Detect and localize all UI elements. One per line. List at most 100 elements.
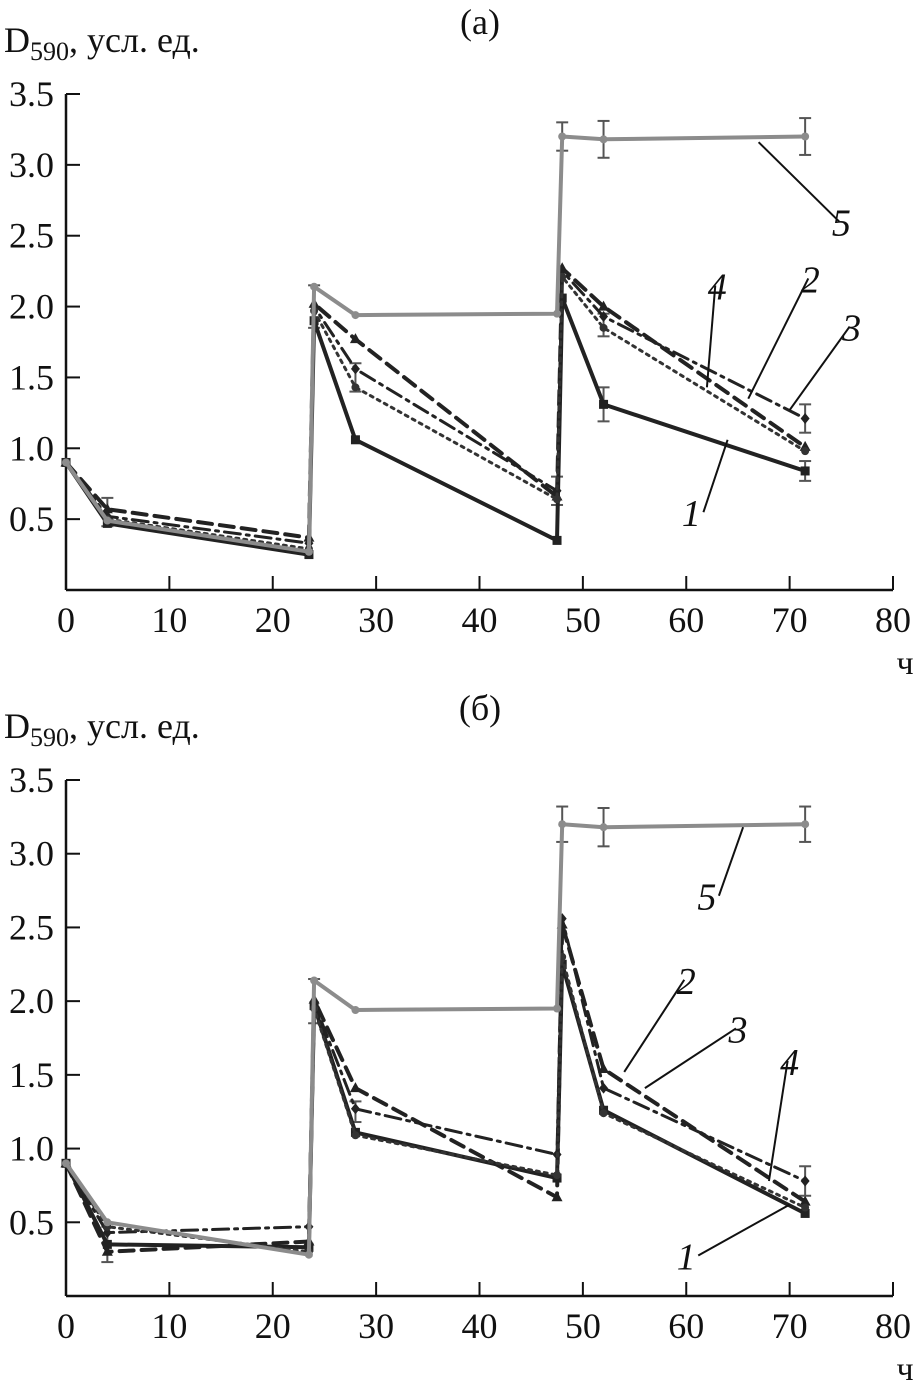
series-label-5: 5 (697, 877, 716, 919)
y-tick-label: 1.0 (9, 428, 54, 468)
series-label-1: 1 (677, 1236, 696, 1278)
y-tick-label: 1.5 (9, 357, 54, 397)
data-point (598, 300, 610, 311)
label-leader-line (702, 439, 729, 513)
x-axis-unit-label: ч (896, 645, 913, 682)
data-point (102, 1239, 112, 1249)
x-tick-label: 30 (358, 600, 394, 640)
data-point (103, 516, 112, 525)
label-leader-line (644, 1027, 737, 1089)
x-tick-label: 10 (151, 1306, 187, 1346)
data-point (349, 1082, 361, 1093)
data-point (800, 413, 810, 425)
y-tick-label: 2.5 (9, 907, 54, 947)
series-line-1 (64, 962, 808, 1250)
x-axis-unit-label: ч (896, 1351, 913, 1388)
data-point (103, 1218, 112, 1227)
label-leader-line (705, 285, 717, 388)
y-axis-label: D590, усл. ед. (4, 20, 200, 66)
series-label-3: 3 (841, 308, 861, 350)
chart-panel-a: (а) D590, усл. ед. 0 10 20 30 40 50 60 70 80 ч 0.5 1.… (4, 2, 914, 682)
panel-label: (б) (459, 688, 501, 728)
label-leader-line (767, 1060, 789, 1182)
y-tick-label: 3.5 (9, 760, 54, 800)
data-point (350, 363, 360, 375)
data-point (351, 1005, 360, 1014)
data-point (351, 311, 360, 320)
x-tick-label: 70 (772, 600, 808, 640)
y-axis-label-subscript: 590 (30, 723, 69, 752)
data-point (801, 1203, 810, 1212)
data-point (599, 1082, 609, 1094)
series-line-5 (64, 134, 808, 554)
data-point (552, 535, 562, 545)
y-axis-label-rest: , усл. ед. (69, 706, 200, 746)
x-tick-label: 40 (462, 1306, 498, 1346)
series-label-4: 4 (780, 1042, 799, 1084)
data-point (599, 823, 608, 832)
series-line-5 (64, 822, 808, 1257)
data-point (800, 1175, 810, 1187)
y-tick-label: 0.5 (9, 499, 54, 539)
data-point (800, 1208, 810, 1218)
series-2 (60, 918, 811, 1256)
data-point (552, 485, 562, 497)
series-label-1: 1 (682, 493, 701, 535)
x-tick-label: 80 (875, 600, 911, 640)
data-point (350, 435, 360, 445)
series-label-2: 2 (677, 961, 696, 1003)
label-leader-line (623, 979, 686, 1073)
data-point (304, 1250, 313, 1259)
x-tick-label: 0 (57, 600, 75, 640)
y-tick-label: 3.0 (9, 145, 54, 185)
x-tick-label: 50 (565, 1306, 601, 1346)
series-label-4: 4 (708, 266, 727, 308)
x-tick-label: 10 (151, 600, 187, 640)
data-point (349, 333, 361, 344)
series-3 (61, 913, 810, 1239)
data-point (304, 547, 313, 556)
x-tick-label: 80 (875, 1306, 911, 1346)
label-leader-line (717, 826, 745, 897)
data-point (553, 1171, 562, 1180)
x-tick-label: 0 (57, 1306, 75, 1346)
data-point (801, 132, 810, 141)
x-tick-label: 60 (668, 600, 704, 640)
x-tick-label: 30 (358, 1306, 394, 1346)
data-point (551, 1191, 563, 1202)
y-tick-label: 0.5 (9, 1202, 54, 1242)
series-label-2: 2 (801, 259, 820, 301)
data-point (801, 447, 810, 456)
label-leader-line (697, 1203, 791, 1257)
data-point (553, 495, 562, 504)
x-tick-label: 60 (668, 1306, 704, 1346)
data-point (62, 458, 70, 467)
y-tick-label: 3.0 (9, 834, 54, 874)
data-point (310, 282, 319, 291)
x-tick-label: 40 (462, 600, 498, 640)
data-point (350, 1103, 360, 1115)
y-tick-label: 3.5 (9, 74, 54, 114)
series-5 (62, 820, 810, 1259)
data-point (558, 820, 567, 829)
data-point (62, 1159, 70, 1168)
data-point (351, 1131, 360, 1140)
series-5 (62, 132, 810, 556)
data-point (101, 1245, 113, 1256)
data-point (558, 272, 567, 281)
y-axis-label-subscript: 590 (30, 37, 69, 66)
data-point (800, 466, 810, 476)
data-point (799, 1195, 811, 1206)
chart-panel-b: (б) D590, усл. ед. 0 10 20 30 40 50 60 70 80 ч 0.5 1.… (4, 688, 914, 1388)
data-point (553, 1004, 562, 1013)
y-axis-label-main: D (4, 706, 30, 746)
data-point (599, 323, 608, 332)
data-point (599, 399, 609, 409)
data-point (599, 310, 609, 322)
y-axis-label: D590, усл. ед. (4, 706, 200, 752)
series-1 (61, 959, 810, 1252)
series-label-5: 5 (832, 203, 851, 245)
data-point (599, 1109, 608, 1118)
x-tick-label: 50 (565, 600, 601, 640)
